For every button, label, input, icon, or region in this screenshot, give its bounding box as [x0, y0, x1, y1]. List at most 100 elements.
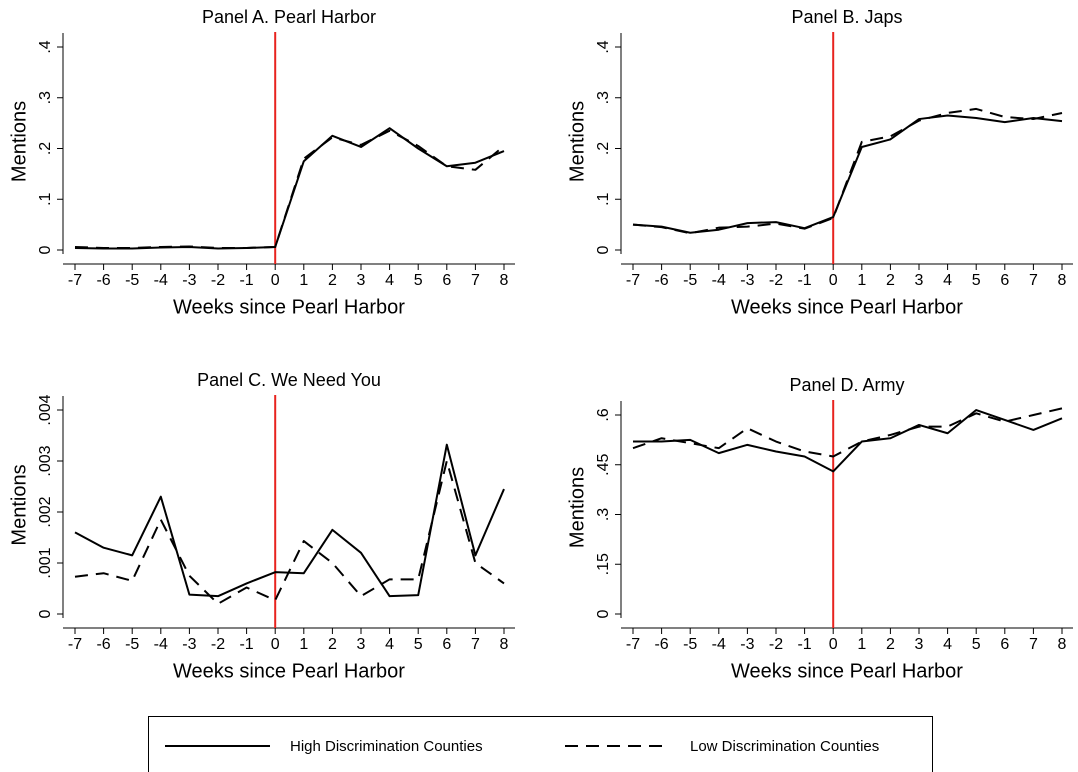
x-tick-label: 5 — [414, 272, 423, 289]
x-tick-label: -4 — [712, 636, 726, 653]
x-tick-label: 7 — [1029, 272, 1038, 289]
y-tick-label: .3 — [595, 91, 612, 104]
panel-title: Panel C. We Need You — [197, 370, 381, 390]
x-tick-label: -4 — [712, 272, 726, 289]
x-tick-label: -1 — [797, 636, 811, 653]
y-tick-label: .1 — [595, 192, 612, 205]
x-tick-label: -3 — [740, 272, 754, 289]
x-tick-label: 4 — [385, 636, 394, 653]
x-tick-label: 2 — [886, 272, 895, 289]
x-tick-label: -2 — [211, 636, 225, 653]
y-tick-label: 0 — [595, 609, 612, 618]
x-tick-label: -4 — [154, 636, 168, 653]
x-tick-label: -6 — [96, 272, 110, 289]
y-tick-label: .45 — [595, 454, 612, 476]
x-tick-label: 8 — [1058, 272, 1067, 289]
x-tick-label: 4 — [385, 272, 394, 289]
x-tick-label: 3 — [915, 636, 924, 653]
x-tick-label: 0 — [829, 636, 838, 653]
y-tick-label: .1 — [37, 192, 54, 205]
x-tick-label: 8 — [1058, 636, 1067, 653]
x-tick-label: 7 — [471, 636, 480, 653]
x-tick-label: -6 — [654, 636, 668, 653]
x-axis-label: Weeks since Pearl Harbor — [731, 660, 963, 682]
x-tick-label: 1 — [857, 272, 866, 289]
y-tick-label: 0 — [37, 245, 54, 254]
y-tick-label: .2 — [37, 142, 54, 155]
x-tick-label: -2 — [211, 272, 225, 289]
x-tick-label: -3 — [182, 636, 196, 653]
x-tick-label: -7 — [68, 636, 82, 653]
x-tick-label: -1 — [239, 272, 253, 289]
x-axis-label: Weeks since Pearl Harbor — [173, 296, 405, 318]
y-tick-label: .2 — [595, 142, 612, 155]
y-tick-label: .15 — [595, 553, 612, 575]
x-tick-label: 6 — [442, 272, 451, 289]
legend-label: High Discrimination Counties — [290, 738, 483, 755]
series-line — [74, 460, 505, 605]
x-axis-label: Weeks since Pearl Harbor — [731, 296, 963, 318]
x-tick-label: -5 — [125, 636, 139, 653]
x-tick-label: 8 — [500, 272, 509, 289]
series-line — [74, 129, 505, 249]
y-tick-label: .001 — [37, 547, 54, 578]
x-tick-label: -4 — [154, 272, 168, 289]
x-tick-label: 5 — [972, 272, 981, 289]
x-tick-label: 1 — [299, 272, 308, 289]
panel-title: Panel D. Army — [789, 375, 904, 395]
y-axis-label: Mentions — [566, 467, 588, 548]
y-tick-label: 0 — [595, 245, 612, 254]
panel-title: Panel B. Japs — [791, 7, 902, 27]
series-line — [632, 107, 1063, 235]
x-tick-label: 6 — [1000, 636, 1009, 653]
y-tick-label: .003 — [37, 445, 54, 476]
x-tick-label: 0 — [271, 272, 280, 289]
y-axis-label: Mentions — [566, 101, 588, 182]
x-tick-label: 4 — [943, 272, 952, 289]
y-tick-label: 0 — [37, 609, 54, 618]
x-tick-label: -6 — [654, 272, 668, 289]
y-tick-label: .002 — [37, 496, 54, 527]
x-tick-label: -2 — [769, 636, 783, 653]
x-axis-label: Weeks since Pearl Harbor — [173, 660, 405, 682]
y-axis-label: Mentions — [8, 101, 30, 182]
x-tick-label: 1 — [857, 636, 866, 653]
x-tick-label: -5 — [125, 272, 139, 289]
x-tick-label: -5 — [683, 636, 697, 653]
y-tick-label: .4 — [595, 40, 612, 53]
x-tick-label: 0 — [829, 272, 838, 289]
x-tick-label: 2 — [886, 636, 895, 653]
x-tick-label: -3 — [182, 272, 196, 289]
x-tick-label: -3 — [740, 636, 754, 653]
series-line — [632, 407, 1063, 458]
y-tick-label: .3 — [37, 91, 54, 104]
x-tick-label: 3 — [915, 272, 924, 289]
y-axis-label: Mentions — [8, 464, 30, 545]
y-tick-label: .004 — [37, 394, 54, 425]
x-tick-label: 4 — [943, 636, 952, 653]
x-tick-label: 5 — [972, 636, 981, 653]
x-tick-label: 6 — [442, 636, 451, 653]
x-tick-label: -7 — [626, 272, 640, 289]
x-tick-label: 1 — [299, 636, 308, 653]
x-tick-label: 7 — [471, 272, 480, 289]
x-tick-label: -5 — [683, 272, 697, 289]
x-tick-label: 6 — [1000, 272, 1009, 289]
panel-title: Panel A. Pearl Harbor — [202, 7, 376, 27]
x-tick-label: 8 — [500, 636, 509, 653]
y-tick-label: .3 — [595, 508, 612, 521]
x-tick-label: -7 — [626, 636, 640, 653]
x-tick-label: -6 — [96, 636, 110, 653]
legend-box — [148, 716, 933, 772]
x-tick-label: 3 — [357, 636, 366, 653]
x-tick-label: -2 — [769, 272, 783, 289]
y-tick-label: .6 — [595, 408, 612, 421]
legend-label: Low Discrimination Counties — [690, 738, 879, 755]
x-tick-label: 2 — [328, 272, 337, 289]
x-tick-label: -7 — [68, 272, 82, 289]
x-tick-label: 2 — [328, 636, 337, 653]
x-tick-label: 3 — [357, 272, 366, 289]
y-tick-label: .4 — [37, 40, 54, 53]
